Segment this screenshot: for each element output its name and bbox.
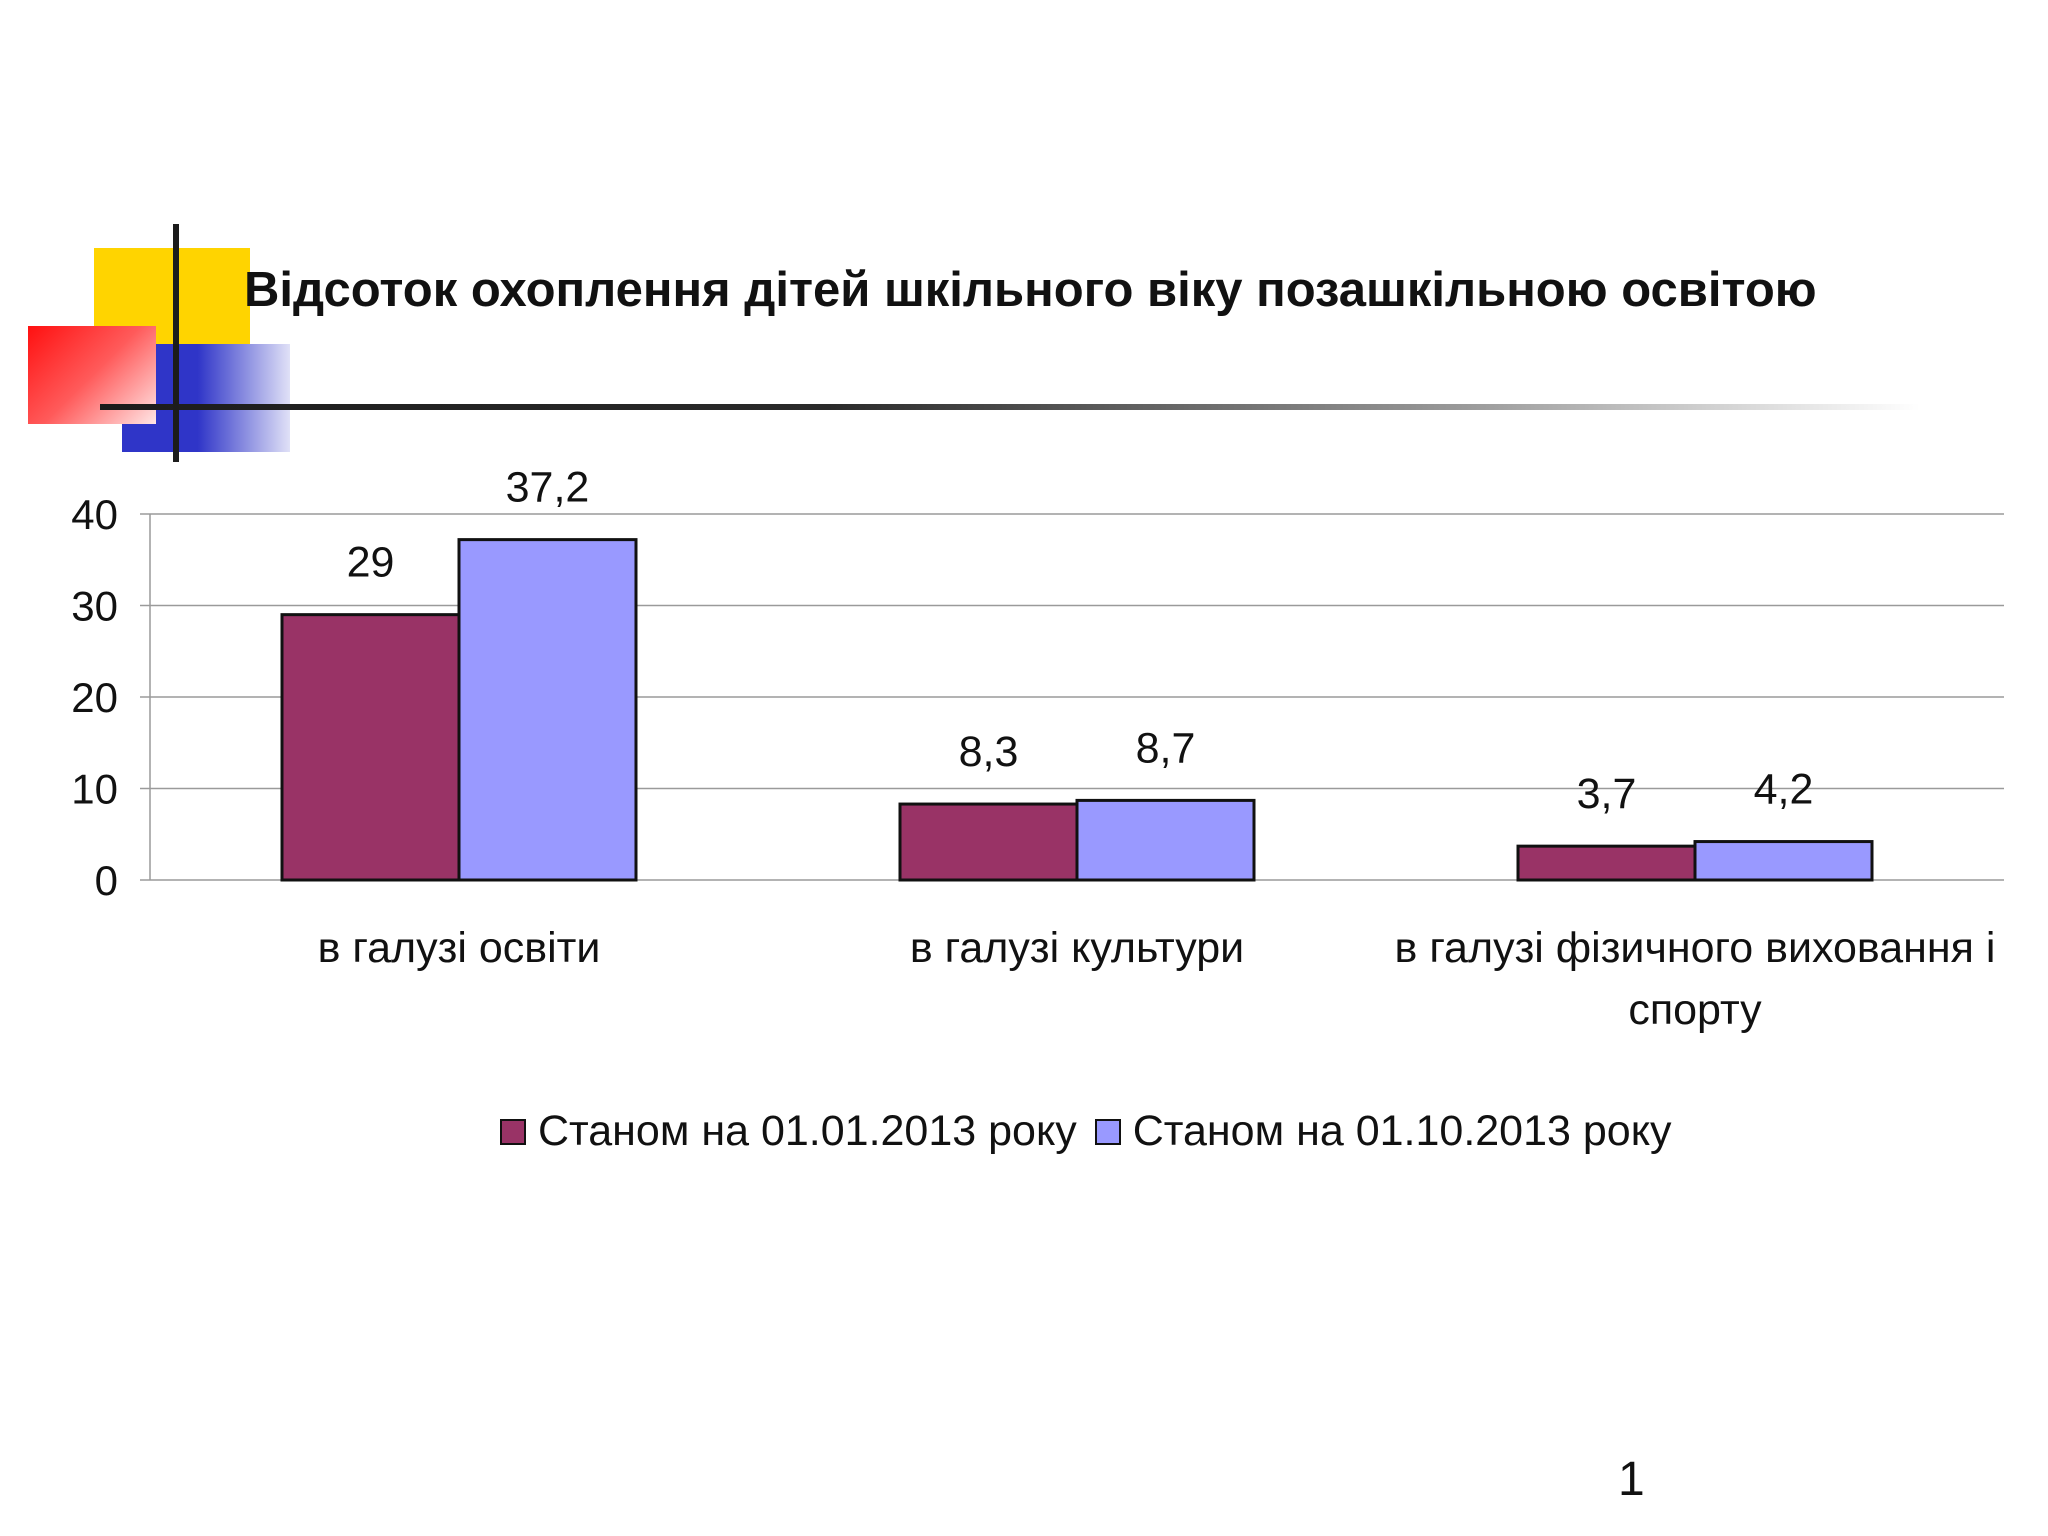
decor-vertical-line <box>173 224 179 462</box>
bar-series-1 <box>898 802 1079 882</box>
y-tick-label: 30 <box>71 583 118 630</box>
decor-horizontal-line <box>100 404 1920 410</box>
bar-series-1 <box>1516 844 1697 882</box>
data-label: 8,3 <box>959 728 1019 776</box>
legend-label-series-2: Станом на 01.10.2013 року <box>1132 1107 1672 1155</box>
bar-series-1 <box>280 613 461 882</box>
x-tick-label: в галузі фізичного виховання і <box>1395 924 1996 972</box>
legend-swatch-series-2 <box>1094 1118 1121 1145</box>
x-tick-label: в галузі культури <box>910 924 1244 972</box>
bar-series-2 <box>457 538 638 882</box>
chart-legend: Станом на 01.01.2013 року Станом на 01.1… <box>500 1107 1690 1156</box>
data-label: 37,2 <box>506 464 590 512</box>
y-tick-label: 40 <box>71 491 118 538</box>
data-label: 29 <box>347 539 395 587</box>
bar-series-2 <box>1075 798 1256 882</box>
legend-swatch-series-1 <box>500 1118 526 1145</box>
page-number: 1 <box>1618 1453 1645 1506</box>
legend-item-series-1: Станом на 01.01.2013 року <box>500 1107 1077 1156</box>
data-label: 8,7 <box>1136 724 1196 772</box>
y-tick-label: 0 <box>95 857 118 904</box>
x-tick-label: в галузі освіти <box>318 924 601 972</box>
y-tick-label: 10 <box>71 766 118 813</box>
x-tick-label: спорту <box>1628 986 1762 1034</box>
data-label: 3,7 <box>1577 770 1637 818</box>
data-label: 4,2 <box>1754 766 1814 814</box>
y-tick-label: 20 <box>71 674 118 721</box>
slide-title: Відсоток охоплення дітей шкільного віку … <box>244 263 1817 317</box>
legend-label-series-1: Станом на 01.01.2013 року <box>538 1107 1077 1155</box>
bar-series-2 <box>1693 840 1874 882</box>
legend-item-series-2: Станом на 01.10.2013 року <box>1094 1107 1672 1156</box>
